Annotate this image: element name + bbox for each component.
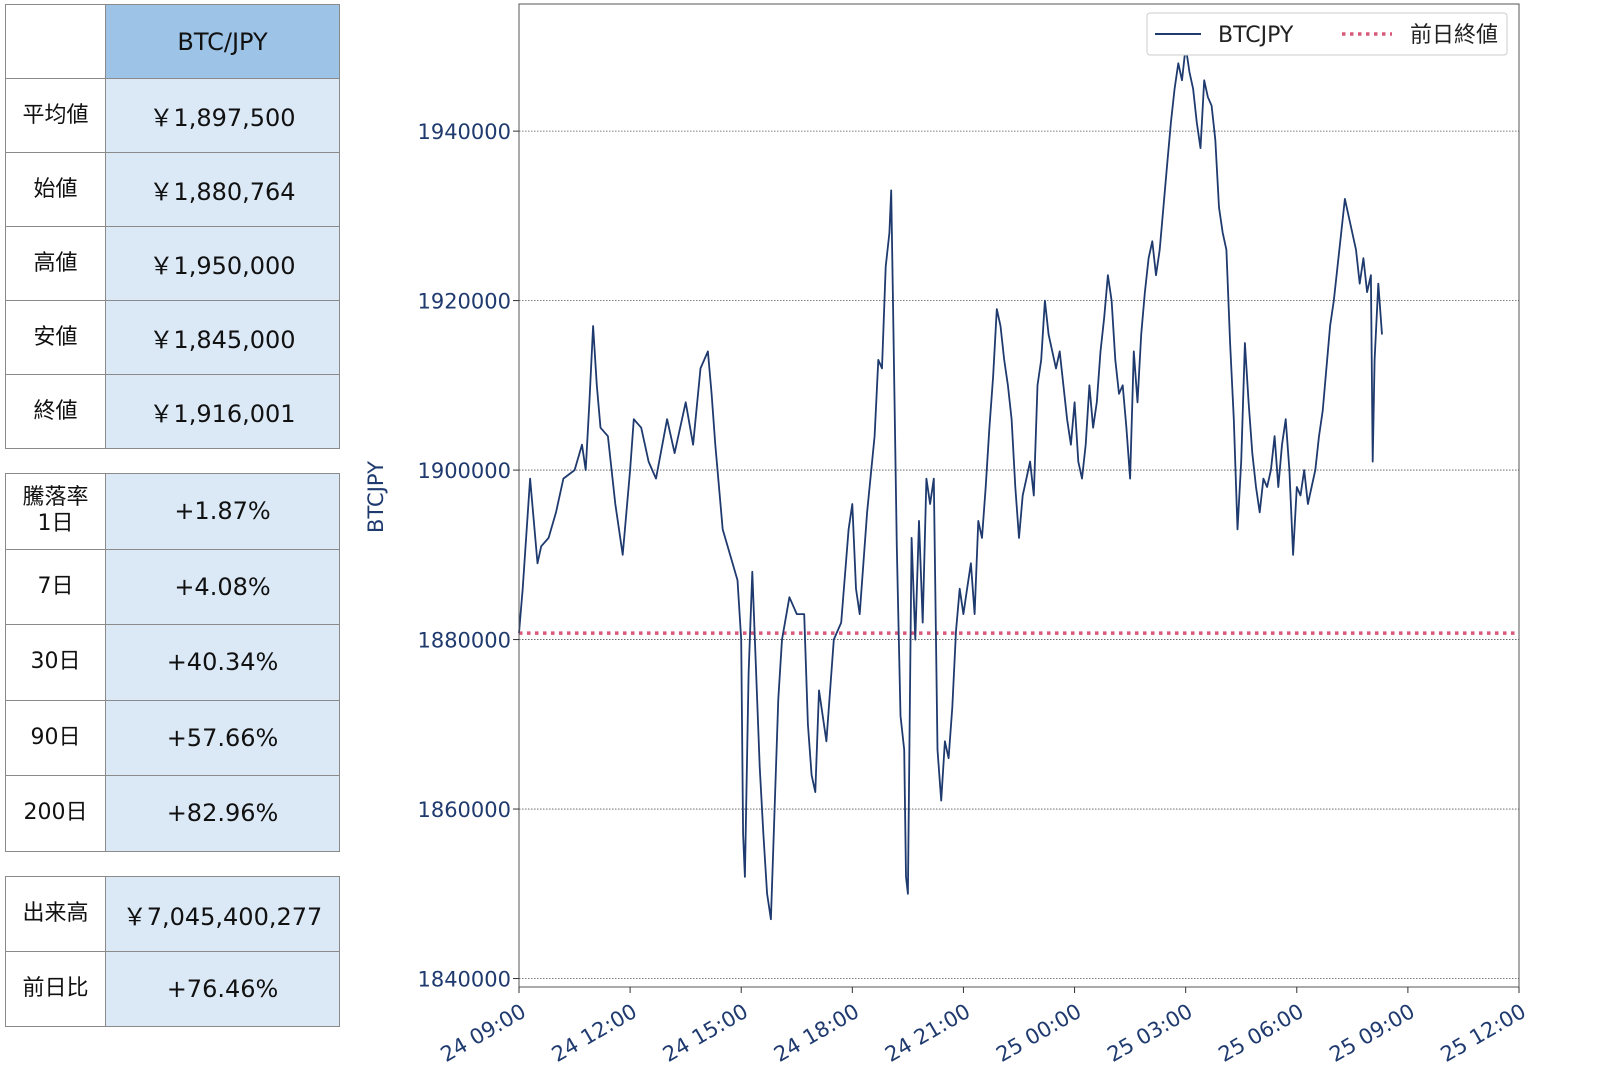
volume-table: 出来高 ￥7,045,400,277 前日比 +76.46% xyxy=(5,876,340,1027)
high-value: ￥1,950,000 xyxy=(105,226,340,301)
change-200d-label: 200日 xyxy=(5,775,106,852)
plot-frame xyxy=(518,3,1520,988)
y-tick-label: 1920000 xyxy=(417,290,511,314)
open-value: ￥1,880,764 xyxy=(105,152,340,227)
change-30d-value: +40.34% xyxy=(105,624,340,701)
x-tick-label: 24 21:00 xyxy=(881,999,974,1067)
volume-value: ￥7,045,400,277 xyxy=(105,876,340,952)
series-line-btcjpy xyxy=(518,45,1383,921)
y-axis-ticks: 1840000 1860000 1880000 1900000 1920000 19400… xyxy=(417,120,519,992)
change-label-line2: 1日 xyxy=(37,511,74,537)
legend-box xyxy=(1146,12,1508,56)
change-7d-value: +4.08% xyxy=(105,548,340,625)
open-label: 始値 xyxy=(5,152,106,227)
avg-label: 平均値 xyxy=(5,78,106,153)
x-tick-label: 25 12:00 xyxy=(1437,999,1530,1067)
change-label-line1: 騰落率 xyxy=(22,485,89,511)
gridlines xyxy=(519,130,1519,979)
change-rate-table: 騰落率 1日 +1.87% 7日 +4.08% 30日 +40.34% 90日 … xyxy=(5,473,340,852)
x-tick-label: 24 18:00 xyxy=(770,999,863,1067)
change-200d-value: +82.96% xyxy=(105,775,340,852)
x-tick-label: 24 15:00 xyxy=(659,999,752,1067)
low-value: ￥1,845,000 xyxy=(105,300,340,375)
close-value: ￥1,916,001 xyxy=(105,374,340,449)
header-blank-cell xyxy=(5,4,106,79)
volume-label: 出来高 xyxy=(5,876,106,952)
legend-series-label: BTCJPY xyxy=(1218,23,1294,48)
change-90d-value: +57.66% xyxy=(105,699,340,776)
y-tick-label: 1860000 xyxy=(417,798,511,822)
close-label: 終値 xyxy=(5,374,106,449)
price-stats-table: BTC/JPY 平均値 ￥1,897,500 始値 ￥1,880,764 高値 … xyxy=(5,4,340,449)
x-tick-label: 25 03:00 xyxy=(1103,999,1196,1067)
change-1d-value: +1.87% xyxy=(105,473,340,550)
y-tick-label: 1900000 xyxy=(417,459,511,483)
legend-ref-label: 前日終値 xyxy=(1410,23,1498,48)
change-90d-label: 90日 xyxy=(5,699,106,776)
y-tick-label: 1940000 xyxy=(417,120,511,144)
legend: BTCJPY 前日終値 xyxy=(1146,12,1508,56)
x-axis-ticks: 24 09:00 24 12:00 24 15:00 24 18:00 24 21:00… xyxy=(437,987,1530,1067)
y-tick-label: 1840000 xyxy=(417,968,511,992)
y-tick-label: 1880000 xyxy=(417,629,511,653)
y-axis-label: BTCJPY xyxy=(364,461,388,533)
change-1d-label: 騰落率 1日 xyxy=(5,473,106,550)
high-label: 高値 xyxy=(5,226,106,301)
volume-change-label: 前日比 xyxy=(5,951,106,1027)
volume-change-value: +76.46% xyxy=(105,951,340,1027)
x-tick-label: 24 09:00 xyxy=(437,999,530,1067)
x-tick-label: 24 12:00 xyxy=(548,999,641,1067)
x-tick-label: 25 06:00 xyxy=(1214,999,1307,1067)
x-tick-label: 25 00:00 xyxy=(992,999,1085,1067)
x-tick-label: 25 09:00 xyxy=(1325,999,1418,1067)
avg-value: ￥1,897,500 xyxy=(105,78,340,153)
